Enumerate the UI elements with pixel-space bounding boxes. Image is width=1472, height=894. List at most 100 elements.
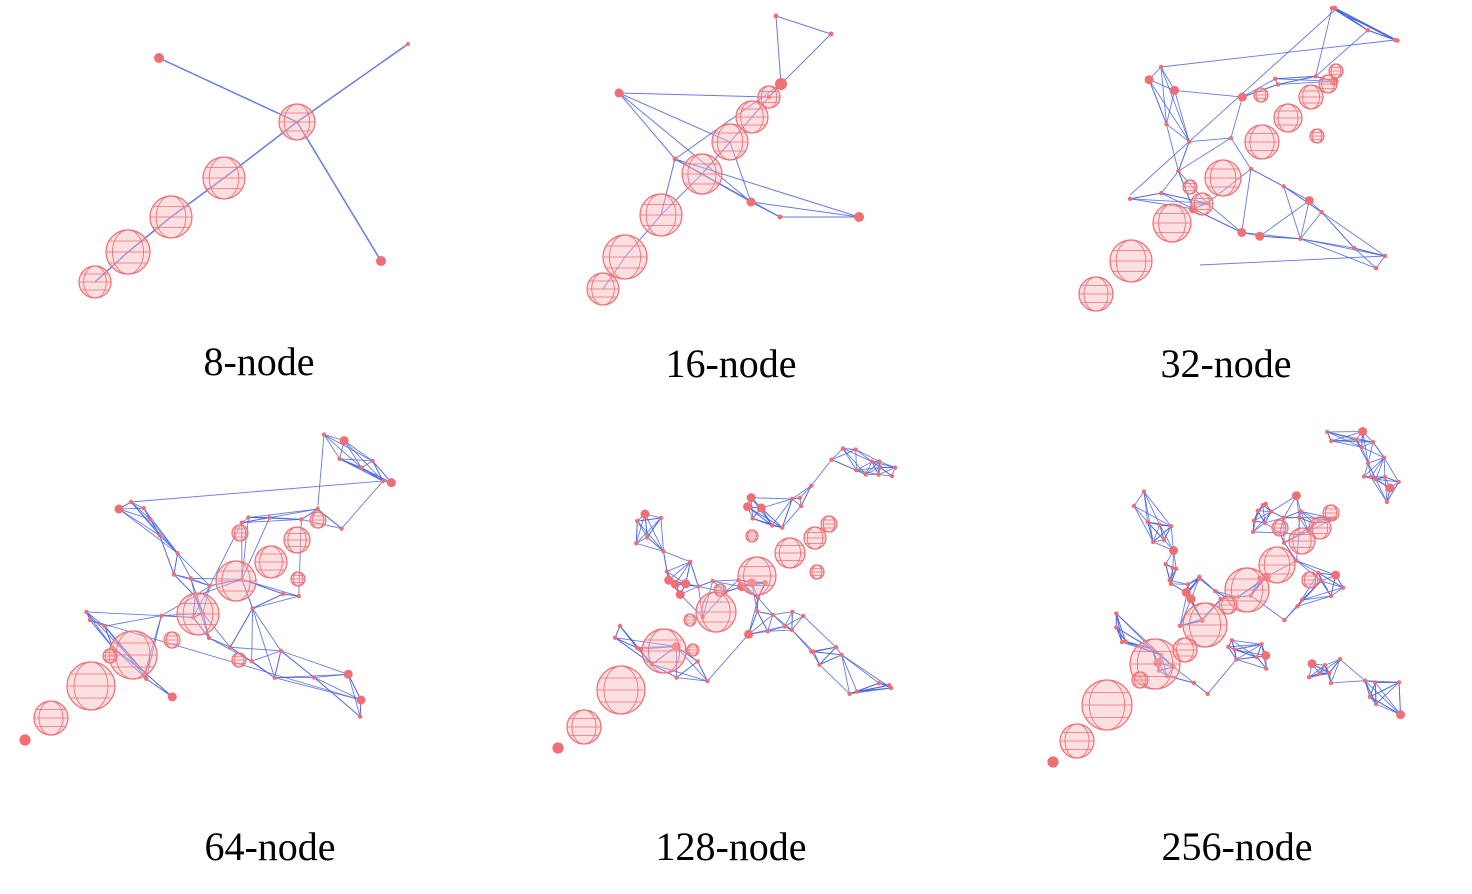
graph-node [296,593,301,599]
wireframe-sphere-node [1172,637,1198,663]
graph-edge [1297,595,1332,607]
wireframe-sphere-node [686,643,700,657]
sphere-meridian [1189,602,1221,648]
graph-edge [1369,682,1376,697]
graph-edge [1163,526,1172,541]
graph-edge [747,506,773,526]
graph-node [770,612,776,617]
caption-256-node: 256-node [1161,824,1313,869]
graph-edge [1115,613,1123,643]
wireframe-sphere-node [290,571,306,587]
graph-edge [635,517,662,544]
graph-edge [104,615,162,627]
graph-node [370,458,375,464]
graph-edge [252,593,284,609]
graph-edge [1355,439,1374,443]
graph-node [278,648,284,654]
graph-edge [756,597,759,612]
graph-edge [781,498,793,528]
graph-edge [636,520,648,538]
graph-node [755,595,761,601]
sphere-meridian [1184,179,1196,195]
graph-edge [855,449,880,462]
graph-node [1163,562,1168,567]
graph-node [790,609,795,614]
sphere-meridian [779,537,801,569]
graph-node [114,504,124,514]
graph-node [1161,537,1167,543]
sphere-meridian [715,583,725,597]
graph-edge [772,614,793,631]
graph-edge [747,506,783,529]
graph-edge [636,646,677,649]
graph-node [1337,657,1343,662]
graph-edge [1147,521,1165,541]
graph-edge [1170,583,1188,585]
graph-edge [618,92,752,203]
graph-node [1119,639,1125,645]
sphere-meridian [743,556,771,596]
graph-edge [1115,627,1123,643]
sphere-meridian [645,193,677,237]
graph-node [1313,74,1318,79]
graph-edge [1308,664,1326,678]
sphere-meridian [1193,192,1211,216]
wireframe-sphere-node [1258,546,1296,584]
graph-node [1145,519,1150,525]
wireframe-sphere-node [1059,723,1095,759]
graph-node [710,578,715,584]
sphere-meridian [182,592,214,636]
graph-edge [1143,491,1154,543]
graph-node [1282,617,1287,623]
graph-edge [1362,431,1369,464]
graph-edge [751,582,758,612]
graph-node [190,615,196,620]
graph-node [1264,666,1269,671]
graph-edge [1283,530,1309,543]
graph-edge [1369,681,1400,698]
graph-node [1187,139,1192,144]
graph-edge [229,608,253,648]
graph-edge [635,513,646,544]
graph-edge [1320,580,1332,597]
graph-node [1123,639,1128,644]
graph-node [743,502,753,512]
graph-node [321,432,327,437]
sphere-meridian [1158,203,1186,243]
graph-edge [1375,479,1388,503]
graph-node [1127,196,1133,201]
graph-node [1168,581,1174,586]
graph-node [773,13,779,19]
graph-edge [1166,90,1176,125]
wireframe-sphere-node [1298,84,1324,110]
graph-node [376,256,386,266]
graph-node [797,495,803,501]
graph-node [175,551,180,556]
graph-edge [1170,568,1177,584]
graph-node [695,659,700,664]
wireframe-sphere-node [1152,203,1192,243]
graph-node [110,645,115,650]
graph-node [1141,489,1147,494]
graph-edge [1353,247,1377,269]
graph-node [1254,654,1260,660]
graph-node [141,506,146,511]
graph-edge [274,677,362,701]
graph-edge [865,461,880,475]
graph-node [780,525,785,530]
graph-edge [1330,587,1344,597]
graph-edge [1158,666,1174,671]
sphere-meridian [165,631,179,649]
graph-node [617,623,623,629]
graph-edge [841,654,851,694]
graph-edge [1160,66,1167,125]
graph-edge [1230,96,1243,139]
graph-edge [1115,613,1126,642]
wireframe-sphere-node [33,700,69,736]
graph-edge [1133,505,1172,527]
sphere-meridian [1176,637,1194,663]
graph-node [892,465,898,470]
wireframe-sphere-node [1081,679,1133,731]
